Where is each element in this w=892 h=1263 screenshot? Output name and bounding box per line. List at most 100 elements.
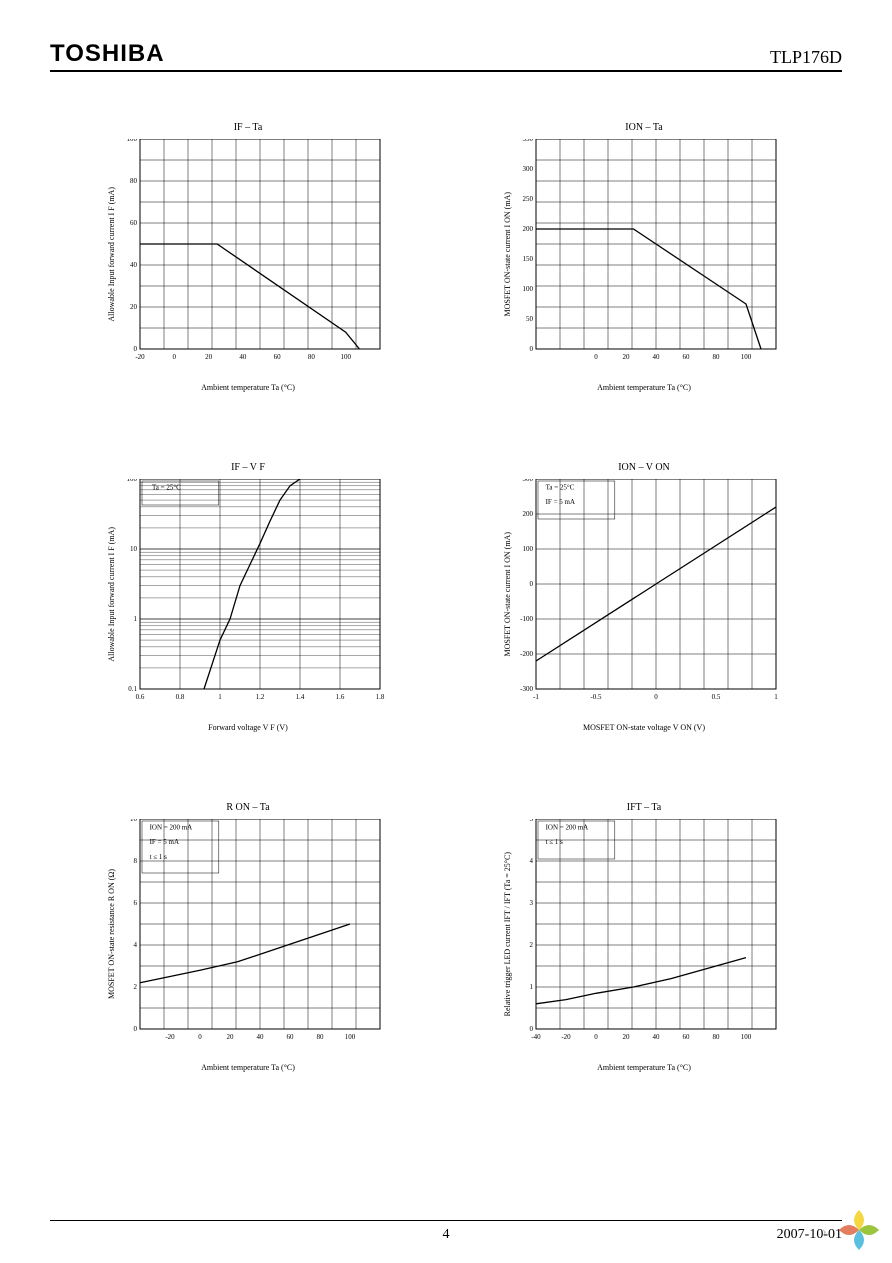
svg-text:-1: -1	[533, 693, 539, 701]
y-axis-label: MOSFET ON-state current I ON (mA)	[503, 532, 512, 657]
chart-title: ION – V ON	[618, 462, 670, 473]
svg-text:-20: -20	[165, 1033, 175, 1041]
page-header: TOSHIBA TLP176D	[50, 40, 842, 72]
chart-body: MOSFET ON-state resistance R ON (Ω)02468…	[107, 819, 390, 1049]
svg-text:-0.5: -0.5	[590, 693, 602, 701]
svg-text:20: 20	[622, 353, 630, 361]
svg-text:20: 20	[226, 1033, 234, 1041]
svg-text:0: 0	[529, 580, 533, 588]
brand-logo: TOSHIBA	[50, 40, 165, 68]
svg-text:2: 2	[133, 983, 137, 991]
svg-text:0: 0	[529, 1025, 533, 1033]
svg-text:0.8: 0.8	[175, 693, 184, 701]
plot-area: 0246810-20020406080100ION = 200 mAIF = 5…	[120, 819, 390, 1049]
svg-text:0: 0	[594, 1033, 598, 1041]
y-axis-label: Allowable Input forward current I F (mA)	[107, 187, 116, 322]
y-axis-label: Allowable Input forward current I F (mA)	[107, 527, 116, 662]
svg-text:80: 80	[712, 353, 720, 361]
y-axis-label: MOSFET ON-state current I ON (mA)	[503, 192, 512, 317]
svg-text:100: 100	[344, 1033, 355, 1041]
svg-text:0: 0	[594, 353, 598, 361]
chart-ift_ta: IFT – TaRelative trigger LED current IFT…	[476, 802, 812, 1072]
svg-text:0.1: 0.1	[128, 685, 137, 693]
svg-text:300: 300	[522, 165, 533, 173]
chart-body: MOSFET ON-state current I ON (mA) 0 50 100 1…	[503, 139, 786, 369]
svg-text:40: 40	[130, 261, 138, 269]
svg-text:-300: -300	[520, 685, 533, 693]
svg-text:0: 0	[654, 693, 658, 701]
chart-if_vf: IF – V F Allowable Input forward current …	[80, 462, 416, 732]
x-axis-label: Ambient temperature Ta (°C)	[201, 383, 295, 392]
svg-text:-20: -20	[135, 353, 145, 361]
footer-date: 2007-10-01	[777, 1227, 842, 1243]
svg-text:50: 50	[526, 315, 534, 323]
svg-text:40: 40	[256, 1033, 264, 1041]
svg-text:100: 100	[522, 285, 533, 293]
x-axis-label: Ambient temperature Ta (°C)	[201, 1063, 295, 1072]
svg-text:0: 0	[133, 1025, 137, 1033]
chart-if_ta: IF – Ta Allowable Input forward current I…	[80, 122, 416, 392]
chart-ion_ta: ION – TaMOSFET ON-state current I ON (mA…	[476, 122, 812, 392]
svg-text:300: 300	[522, 479, 533, 483]
svg-text:60: 60	[682, 353, 690, 361]
x-axis-label: Ambient temperature Ta (°C)	[597, 383, 691, 392]
svg-text:20: 20	[205, 353, 213, 361]
chart-body: MOSFET ON-state current I ON (mA)-300-20…	[503, 479, 786, 709]
plot-area: 020406080100-20020406080100	[120, 139, 390, 369]
svg-text:IF = 5 mA: IF = 5 mA	[545, 498, 574, 506]
x-axis-label: MOSFET ON-state voltage V ON (V)	[583, 723, 705, 732]
svg-text:Ta = 25°C: Ta = 25°C	[545, 484, 574, 492]
svg-text:250: 250	[522, 195, 533, 203]
svg-text:150: 150	[522, 255, 533, 263]
plot-area: -300-200-1000100200300-1-0.500.51Ta = 25…	[516, 479, 786, 709]
svg-text:60: 60	[130, 219, 138, 227]
svg-text:t ≤ 1 s: t ≤ 1 s	[545, 838, 563, 846]
svg-text:60: 60	[682, 1033, 690, 1041]
svg-text:IF = 5 mA: IF = 5 mA	[149, 838, 178, 846]
svg-text:200: 200	[522, 510, 533, 518]
svg-text:100: 100	[126, 479, 137, 483]
svg-text:10: 10	[130, 545, 138, 553]
plot-area: 050100150200250300350020406080100	[516, 139, 786, 369]
svg-text:80: 80	[307, 353, 315, 361]
svg-text:10: 10	[130, 819, 138, 823]
svg-text:40: 40	[239, 353, 247, 361]
svg-text:60: 60	[273, 353, 281, 361]
svg-text:1: 1	[133, 615, 137, 623]
svg-text:20: 20	[130, 303, 138, 311]
chart-title: IF – V F	[231, 462, 265, 473]
svg-text:100: 100	[740, 353, 751, 361]
svg-text:1.4: 1.4	[295, 693, 304, 701]
svg-text:60: 60	[286, 1033, 294, 1041]
svg-text:8: 8	[133, 857, 137, 865]
page-footer: 4 2007-10-01	[50, 1220, 842, 1243]
svg-text:t ≤ 1 s: t ≤ 1 s	[149, 853, 167, 861]
svg-text:0.5: 0.5	[711, 693, 720, 701]
plot-area: 012345-40-20020406080100ION = 200 mAt ≤ …	[516, 819, 786, 1049]
chart-body: Allowable Input forward current I F (mA)…	[107, 479, 390, 709]
plot-area: 0.11101000.60.811.21.41.61.8Ta = 25°C	[120, 479, 390, 709]
svg-text:1: 1	[218, 693, 222, 701]
svg-text:6: 6	[133, 899, 137, 907]
svg-text:2: 2	[529, 941, 533, 949]
svg-text:350: 350	[522, 139, 533, 143]
chart-body: Relative trigger LED current IFT / IFT (…	[503, 819, 786, 1049]
svg-text:100: 100	[126, 139, 137, 143]
svg-text:Ta = 25°C: Ta = 25°C	[152, 484, 181, 492]
chart-title: IF – Ta	[234, 122, 263, 133]
svg-text:0: 0	[133, 345, 137, 353]
svg-text:0.6: 0.6	[135, 693, 144, 701]
svg-text:ION = 200 mA: ION = 200 mA	[545, 824, 588, 832]
svg-text:0: 0	[198, 1033, 202, 1041]
svg-text:200: 200	[522, 225, 533, 233]
chart-ron_ta: R ON – TaMOSFET ON-state resistance R ON…	[80, 802, 416, 1072]
page: TOSHIBA TLP176D IF – Ta Allowable Input f…	[0, 0, 892, 1102]
svg-text:-40: -40	[531, 1033, 541, 1041]
chart-body: Allowable Input forward current I F (mA)…	[107, 139, 390, 369]
svg-text:80: 80	[316, 1033, 324, 1041]
svg-text:20: 20	[622, 1033, 630, 1041]
svg-text:-20: -20	[561, 1033, 571, 1041]
svg-text:0: 0	[172, 353, 176, 361]
svg-text:4: 4	[529, 857, 533, 865]
next-page-icon[interactable]: ›	[822, 1223, 827, 1241]
